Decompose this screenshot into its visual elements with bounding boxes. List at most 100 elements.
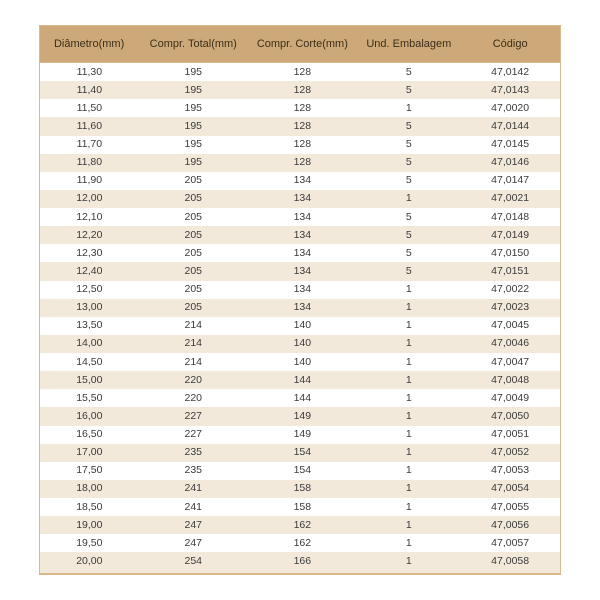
table-cell: 134 [248,190,357,208]
table-cell: 1 [357,99,461,117]
table-cell: 19,00 [40,516,139,534]
table-cell: 47,0146 [461,154,560,172]
table-cell: 195 [139,136,248,154]
table-cell: 12,10 [40,208,139,226]
table-cell: 17,00 [40,444,139,462]
product-table-container: Diâmetro(mm) Compr. Total(mm) Compr. Cor… [39,25,561,575]
table-cell: 158 [248,480,357,498]
table-cell: 15,00 [40,371,139,389]
table-row: 13,00205134147,0023 [40,299,560,317]
table-row: 12,00205134147,0021 [40,190,560,208]
table-cell: 47,0052 [461,444,560,462]
table-cell: 1 [357,190,461,208]
table-cell: 16,50 [40,426,139,444]
table-cell: 1 [357,281,461,299]
table-cell: 140 [248,335,357,353]
table-cell: 47,0054 [461,480,560,498]
table-cell: 5 [357,262,461,280]
table-cell: 158 [248,498,357,516]
col-header-compr-total: Compr. Total(mm) [139,26,248,63]
table-cell: 11,30 [40,63,139,82]
table-cell: 241 [139,480,248,498]
table-cell: 47,0048 [461,371,560,389]
table-cell: 128 [248,154,357,172]
table-row: 18,00241158147,0054 [40,480,560,498]
table-cell: 220 [139,371,248,389]
table-cell: 5 [357,208,461,226]
table-cell: 47,0145 [461,136,560,154]
col-header-embalagem: Und. Embalagem [357,26,461,63]
table-cell: 47,0057 [461,534,560,552]
table-cell: 247 [139,534,248,552]
table-cell: 195 [139,117,248,135]
table-row: 11,70195128547,0145 [40,136,560,154]
table-cell: 144 [248,389,357,407]
table-row: 18,50241158147,0055 [40,498,560,516]
table-row: 14,00214140147,0046 [40,335,560,353]
table-row: 19,00247162147,0056 [40,516,560,534]
table-cell: 1 [357,299,461,317]
table-row: 11,60195128547,0144 [40,117,560,135]
table-cell: 1 [357,444,461,462]
table-cell: 1 [357,389,461,407]
table-cell: 47,0047 [461,353,560,371]
table-cell: 47,0021 [461,190,560,208]
table-row: 17,50235154147,0053 [40,462,560,480]
table-cell: 11,90 [40,172,139,190]
table-cell: 162 [248,516,357,534]
table-row: 11,50195128147,0020 [40,99,560,117]
table-cell: 11,80 [40,154,139,172]
table-cell: 47,0049 [461,389,560,407]
table-cell: 205 [139,244,248,262]
table-cell: 254 [139,552,248,573]
table-cell: 134 [248,281,357,299]
table-cell: 214 [139,353,248,371]
table-cell: 20,00 [40,552,139,573]
table-cell: 5 [357,81,461,99]
table-cell: 5 [357,154,461,172]
table-cell: 11,40 [40,81,139,99]
table-row: 12,40205134547,0151 [40,262,560,280]
table-cell: 162 [248,534,357,552]
table-cell: 47,0051 [461,426,560,444]
table-cell: 18,00 [40,480,139,498]
table-cell: 47,0022 [461,281,560,299]
table-cell: 214 [139,335,248,353]
table-cell: 5 [357,117,461,135]
table-row: 20,00254166147,0058 [40,552,560,573]
table-cell: 47,0045 [461,317,560,335]
table-cell: 1 [357,371,461,389]
table-cell: 227 [139,407,248,425]
table-cell: 195 [139,63,248,82]
table-row: 19,50247162147,0057 [40,534,560,552]
table-cell: 195 [139,99,248,117]
table-cell: 47,0023 [461,299,560,317]
table-row: 11,40195128547,0143 [40,81,560,99]
table-cell: 154 [248,444,357,462]
table-cell: 128 [248,117,357,135]
table-cell: 12,00 [40,190,139,208]
table-cell: 140 [248,317,357,335]
table-cell: 5 [357,244,461,262]
table-body: 11,30195128547,014211,40195128547,014311… [40,63,560,574]
table-cell: 5 [357,226,461,244]
table-cell: 195 [139,154,248,172]
table-cell: 134 [248,208,357,226]
table-cell: 1 [357,480,461,498]
table-cell: 47,0055 [461,498,560,516]
table-row: 16,00227149147,0050 [40,407,560,425]
table-row: 12,10205134547,0148 [40,208,560,226]
table-header: Diâmetro(mm) Compr. Total(mm) Compr. Cor… [40,26,560,63]
table-cell: 47,0056 [461,516,560,534]
table-cell: 128 [248,136,357,154]
table-cell: 166 [248,552,357,573]
table-cell: 227 [139,426,248,444]
table-cell: 205 [139,172,248,190]
table-cell: 149 [248,407,357,425]
table-cell: 18,50 [40,498,139,516]
table-cell: 149 [248,426,357,444]
table-cell: 205 [139,299,248,317]
table-row: 12,50205134147,0022 [40,281,560,299]
table-cell: 205 [139,190,248,208]
table-cell: 1 [357,353,461,371]
